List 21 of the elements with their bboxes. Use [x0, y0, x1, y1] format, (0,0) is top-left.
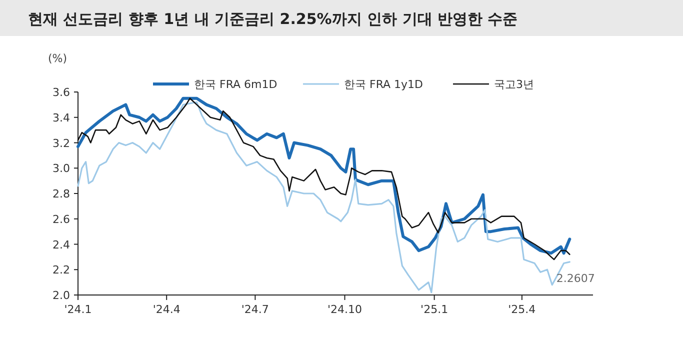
- x-tick-label: '24.1: [64, 303, 92, 316]
- chart-title: 현재 선도금리 향후 1년 내 기준금리 2.25%까지 인하 기대 반영한 수준: [28, 10, 518, 28]
- y-tick-label: 2.6: [52, 212, 70, 226]
- y-tick-label: 3.4: [52, 111, 70, 124]
- legend-label: 한국 FRA 6m1D: [194, 78, 278, 91]
- y-tick-label: 2.8: [52, 188, 70, 200]
- legend-label: 국고3년: [494, 78, 534, 91]
- y-axis-title: (%): [48, 52, 68, 65]
- y-tick-label: 3.2: [52, 136, 70, 150]
- x-tick-label: '25.1: [420, 303, 448, 316]
- x-tick-label: '24.4: [152, 303, 180, 316]
- y-tick-label: 3.6: [52, 86, 70, 99]
- x-tick-label: '25.4: [508, 303, 536, 316]
- y-tick-label: 2.0: [52, 289, 70, 302]
- x-tick-label: '24.7: [241, 303, 269, 316]
- annotation: 2.2607: [556, 272, 595, 285]
- legend-label: 한국 FRA 1y1D: [344, 78, 424, 91]
- x-tick-label: '24.10: [327, 303, 362, 316]
- y-tick-label: 3.0: [52, 162, 70, 176]
- y-tick-label: 2.2: [52, 264, 70, 277]
- y-tick-label: 2.4: [52, 238, 70, 252]
